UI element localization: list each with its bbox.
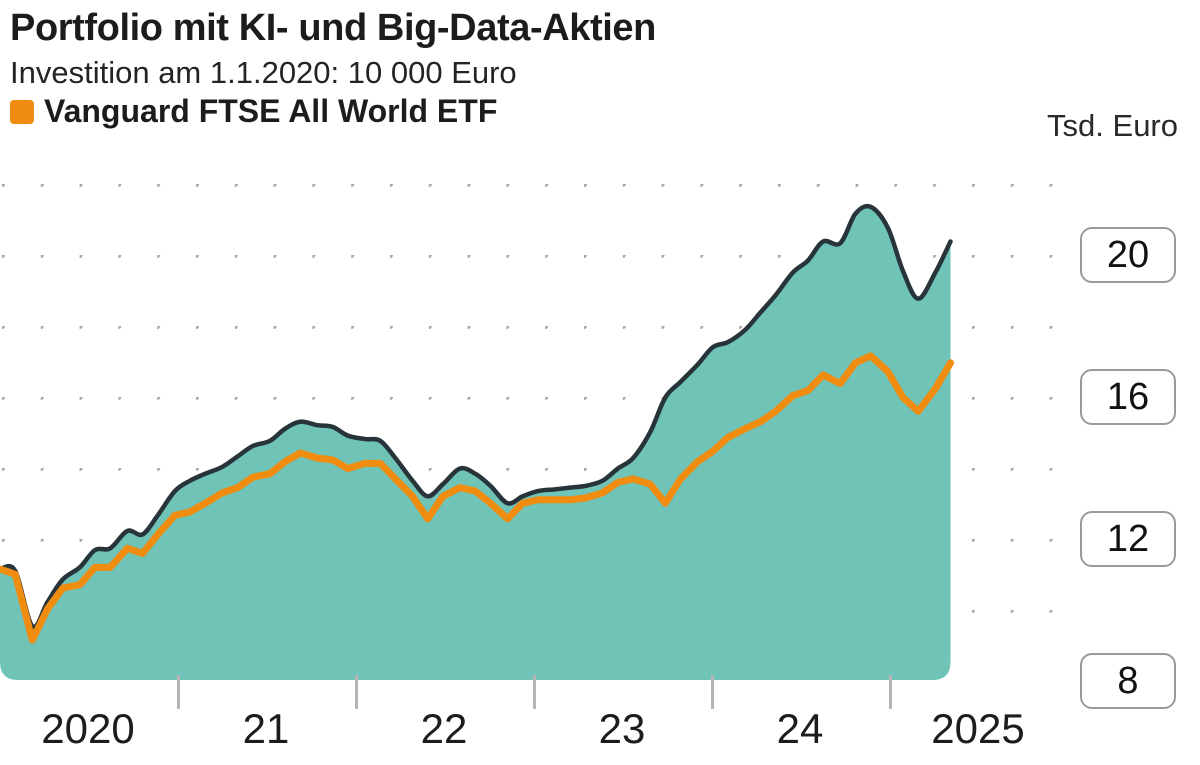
- x-axis-label-24: 24: [776, 705, 824, 752]
- legend-item-label: Vanguard FTSE All World ETF: [44, 93, 498, 130]
- page-title: Portfolio mit KI- und Big-Data-Aktien: [10, 7, 656, 49]
- x-axis-label-21: 21: [242, 705, 290, 752]
- chart-header: Portfolio mit KI- und Big-Data-Aktien In…: [10, 7, 990, 130]
- y-axis-tick-label: 20: [1106, 233, 1150, 276]
- chart-canvas: [0, 160, 1080, 680]
- x-axis-tick-mark: [711, 675, 714, 709]
- y-axis-tick-label: 12: [1106, 517, 1150, 560]
- y-axis-tick-12: 12: [1080, 511, 1176, 567]
- x-axis-label-2025: 2025: [931, 705, 1025, 752]
- chart-subtitle: Investition am 1.1.2020: 10 000 Euro: [10, 55, 517, 91]
- x-axis-label-23: 23: [598, 705, 646, 752]
- y-axis-tick-20: 20: [1080, 227, 1176, 283]
- x-axis-tick-mark: [533, 675, 536, 709]
- benchmark-line: [0, 352, 954, 644]
- x-axis-label-2020: 2020: [41, 705, 135, 752]
- x-axis-tick-mark: [177, 675, 180, 709]
- y-axis-tick-label: 8: [1117, 659, 1139, 702]
- y-axis-tick-8: 8: [1080, 653, 1176, 709]
- x-axis-label-22: 22: [420, 705, 468, 752]
- y-axis-tick-16: 16: [1080, 369, 1176, 425]
- portfolio-outline: [0, 203, 953, 630]
- legend-color-swatch-icon: [10, 99, 34, 124]
- x-axis-tick-mark: [889, 675, 892, 709]
- y-axis-unit-caption: Tsd. Euro: [1047, 108, 1178, 143]
- x-axis-tick-mark: [355, 675, 358, 709]
- portfolio-area: [0, 206, 951, 680]
- plot-area: 20 16 12 8: [0, 160, 1200, 709]
- y-axis-tick-label: 16: [1106, 375, 1150, 418]
- x-axis: 2020 21 22 23 24 2025: [0, 675, 1060, 765]
- chart-legend: Vanguard FTSE All World ETF: [10, 94, 990, 129]
